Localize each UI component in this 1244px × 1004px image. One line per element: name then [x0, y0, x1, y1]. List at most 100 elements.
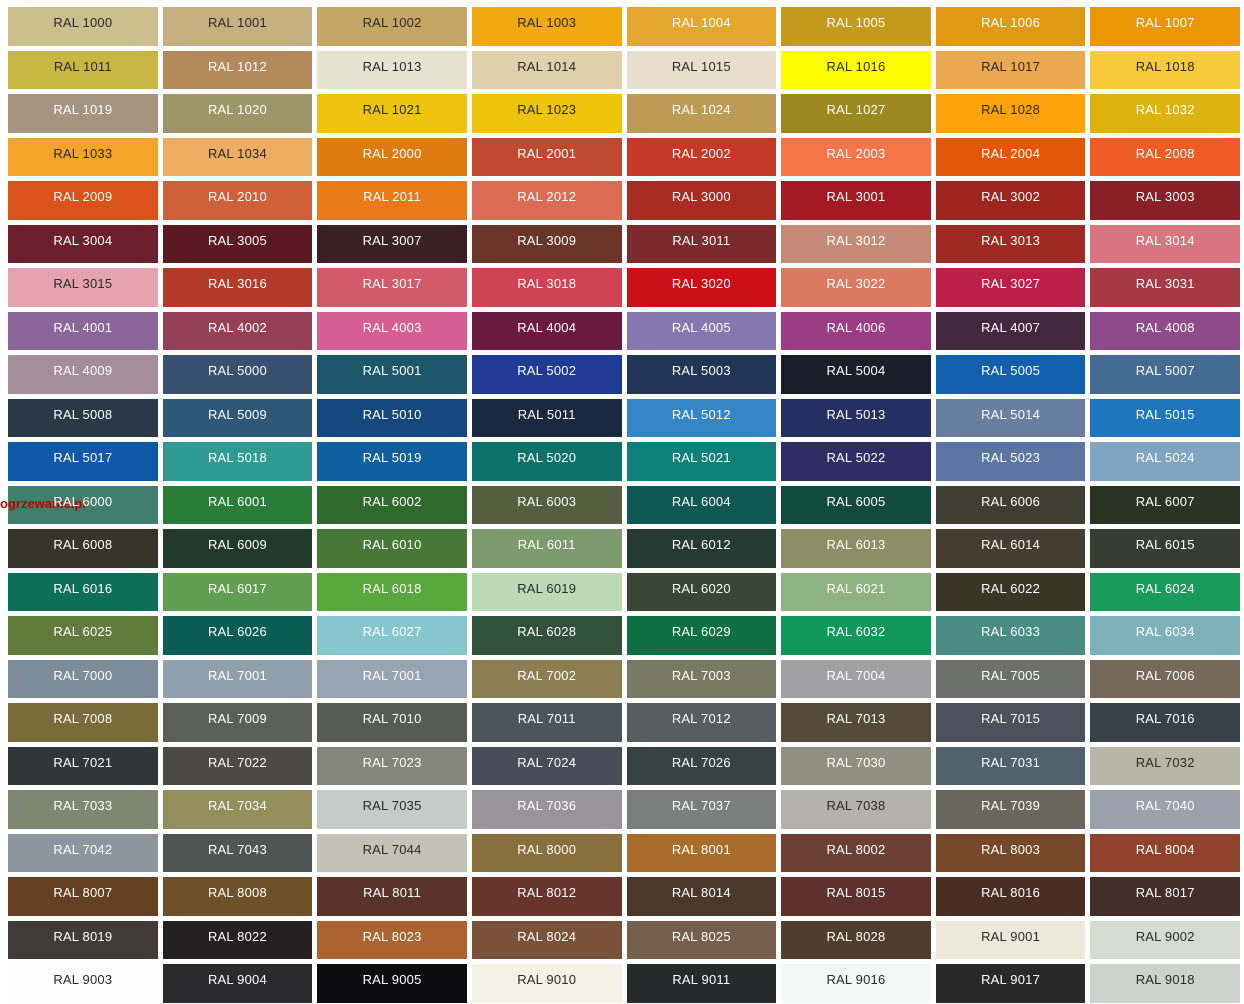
- ral-code-label: RAL 1016: [826, 58, 886, 74]
- ral-code-label: RAL 7043: [207, 841, 267, 857]
- ral-swatch: RAL 7022: [162, 746, 313, 786]
- ral-swatch: RAL 4006: [781, 311, 931, 351]
- ral-code-label: RAL 8022: [207, 928, 267, 944]
- ral-code-label: RAL 7033: [53, 798, 113, 814]
- ral-code-label: RAL 9017: [981, 972, 1041, 988]
- ral-swatch: RAL 2003: [781, 137, 931, 177]
- ral-swatch: RAL 5015: [1090, 398, 1240, 438]
- ral-code-label: RAL 8004: [1135, 841, 1195, 857]
- ral-code-label: RAL 3001: [826, 189, 886, 205]
- ral-code-label: RAL 6029: [671, 624, 731, 640]
- ral-code-label: RAL 7034: [207, 798, 267, 814]
- ral-swatch: RAL 6016: [8, 572, 158, 612]
- ral-swatch: RAL 3014: [1090, 224, 1240, 264]
- ral-code-label: RAL 1013: [362, 58, 422, 74]
- ral-swatch: RAL 1015: [626, 50, 777, 90]
- ral-swatch: RAL 3004: [8, 224, 158, 264]
- ral-swatch: RAL 1014: [471, 50, 622, 90]
- ral-code-label: RAL 1023: [517, 102, 577, 118]
- ral-swatch: RAL 5020: [471, 442, 622, 481]
- ral-code-label: RAL 6009: [207, 537, 267, 553]
- ral-swatch: RAL 6018: [317, 572, 467, 612]
- ral-code-label: RAL 4001: [53, 319, 113, 335]
- ral-code-label: RAL 5002: [517, 363, 577, 379]
- ral-swatch: RAL 5005: [935, 355, 1086, 394]
- ral-swatch: RAL 8001: [626, 833, 777, 873]
- ral-code-label: RAL 6022: [981, 580, 1041, 596]
- ral-code-label: RAL 8003: [981, 841, 1041, 857]
- ral-code-label: RAL 7021: [53, 754, 113, 770]
- ral-code-label: RAL 9004: [207, 972, 267, 988]
- ral-swatch: RAL 5000: [162, 355, 313, 394]
- ral-swatch: RAL 5017: [8, 442, 158, 481]
- ral-swatch: RAL 7005: [935, 659, 1086, 699]
- ral-swatch: RAL 8014: [626, 877, 777, 916]
- ral-code-label: RAL 2011: [363, 189, 422, 205]
- ral-swatch: RAL 7039: [935, 790, 1086, 829]
- ral-code-label: RAL 3031: [1135, 276, 1195, 292]
- ral-code-label: RAL 7022: [207, 754, 267, 770]
- ral-code-label: RAL 8017: [1135, 885, 1195, 901]
- ral-swatch: RAL 1032: [1090, 94, 1240, 133]
- ral-code-label: RAL 7016: [1135, 711, 1195, 727]
- ral-swatch: RAL 3013: [935, 224, 1086, 264]
- ral-swatch: RAL 9004: [162, 964, 313, 1003]
- ral-swatch: RAL 5002: [471, 355, 622, 394]
- ral-code-label: RAL 1034: [207, 145, 267, 161]
- ral-swatch: RAL 2004: [935, 137, 1086, 177]
- ral-swatch: RAL 7016: [1090, 703, 1240, 742]
- ral-swatch: RAL 7038: [781, 790, 931, 829]
- ral-swatch: RAL 6004: [626, 485, 777, 525]
- ral-swatch: RAL 5009: [162, 398, 313, 438]
- ral-code-label: RAL 6007: [1135, 493, 1195, 509]
- ral-code-label: RAL 9003: [53, 972, 113, 988]
- ral-code-label: RAL 6005: [826, 493, 886, 509]
- ral-code-label: RAL 3011: [672, 232, 731, 248]
- ral-code-label: RAL 7012: [671, 711, 731, 727]
- ral-code-label: RAL 3017: [362, 276, 422, 292]
- ral-swatch: RAL 3017: [317, 268, 467, 307]
- ral-code-label: RAL 7030: [826, 754, 886, 770]
- ral-code-label: RAL 1007: [1135, 15, 1195, 30]
- ral-code-label: RAL 2009: [53, 189, 113, 205]
- ral-code-label: RAL 6025: [53, 624, 113, 640]
- ral-swatch: RAL 5013: [781, 398, 931, 438]
- ral-swatch: RAL 6003: [471, 485, 622, 525]
- ral-code-label: RAL 7015: [981, 711, 1041, 727]
- ral-code-label: RAL 3009: [517, 232, 577, 248]
- ral-swatch: RAL 6029: [626, 616, 777, 655]
- ral-swatch: RAL 1034: [162, 137, 313, 177]
- ral-swatch: RAL 5001: [317, 355, 467, 394]
- ral-swatch: RAL 2009: [8, 181, 158, 220]
- ral-code-label: RAL 4009: [53, 363, 113, 379]
- ral-code-label: RAL 1006: [981, 15, 1041, 30]
- ral-code-label: RAL 2000: [362, 145, 422, 161]
- ral-code-label: RAL 8002: [826, 841, 886, 857]
- ral-code-label: RAL 2008: [1135, 145, 1195, 161]
- ral-code-label: RAL 7042: [53, 841, 113, 857]
- ral-swatch: RAL 3016: [162, 268, 313, 307]
- ral-code-label: RAL 7026: [671, 754, 731, 770]
- ral-code-label: RAL 2012: [517, 189, 577, 205]
- ral-swatch: RAL 3018: [471, 268, 622, 307]
- ral-code-label: RAL 5024: [1135, 450, 1195, 466]
- ral-swatch: RAL 9018: [1090, 964, 1240, 1003]
- ral-code-label: RAL 7004: [826, 667, 886, 683]
- ral-code-label: RAL 7032: [1135, 754, 1195, 770]
- ral-code-label: RAL 9002: [1135, 928, 1195, 944]
- ral-swatch: RAL 3015: [8, 268, 158, 307]
- ral-swatch: RAL 6021: [781, 572, 931, 612]
- ral-swatch: RAL 7023: [317, 746, 467, 786]
- ral-code-label: RAL 1014: [517, 58, 577, 74]
- ral-swatch: RAL 7003: [626, 659, 777, 699]
- ral-swatch: RAL 1023: [471, 94, 622, 133]
- ral-swatch: RAL 6027: [317, 616, 467, 655]
- ral-swatch: RAL 5024: [1090, 442, 1240, 481]
- ral-swatch: RAL 2012: [471, 181, 622, 220]
- ral-code-label: RAL 7024: [517, 754, 577, 770]
- ral-swatch: RAL 6033: [935, 616, 1086, 655]
- ral-code-label: RAL 5018: [207, 450, 267, 466]
- ral-code-label: RAL 1002: [362, 15, 422, 30]
- ral-code-label: RAL 2002: [671, 145, 731, 161]
- ral-code-label: RAL 5011: [517, 406, 576, 422]
